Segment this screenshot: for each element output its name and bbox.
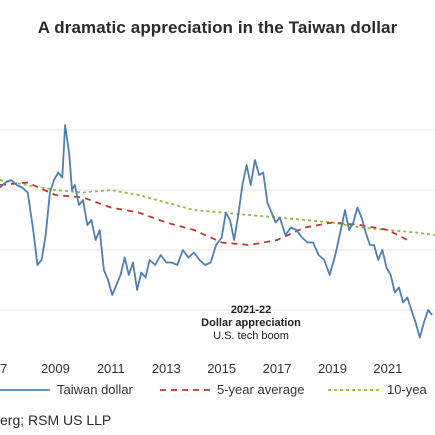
series-line-taiwan-dollar	[0, 124, 433, 339]
x-tick-label: 2017	[263, 361, 292, 376]
legend-label-3: 10-yea	[387, 382, 428, 397]
x-tick-label: 2021	[373, 361, 402, 376]
annotation-heading: Dollar appreciation	[201, 317, 301, 329]
x-tick-label: 2019	[318, 361, 347, 376]
series-line-10-year-average	[0, 179, 435, 236]
annotation-subtext: U.S. tech boom	[213, 330, 289, 342]
x-axis-ticks: 07 2009 2011 2013 2015 2017 2019 2021	[0, 361, 402, 376]
chart-title: A dramatic appreciation in the Taiwan do…	[37, 18, 398, 37]
gridlines	[0, 129, 435, 311]
x-tick-label: 2015	[207, 361, 236, 376]
x-tick-label: 2011	[97, 361, 125, 376]
legend-label-2: 5-year average	[217, 382, 304, 397]
legend: Taiwan dollar 5-year average 10-yea	[0, 382, 428, 397]
x-tick-label: 2009	[41, 361, 70, 376]
x-tick-label: 2013	[152, 361, 181, 376]
series-lines	[0, 124, 435, 339]
annotation: 2021-22 Dollar appreciation U.S. tech bo…	[201, 304, 301, 342]
annotation-period: 2021-22	[231, 304, 271, 316]
source-note: erg; RSM US LLP	[0, 412, 112, 428]
legend-label-1: Taiwan dollar	[57, 382, 134, 397]
x-tick-label: 07	[0, 361, 7, 376]
